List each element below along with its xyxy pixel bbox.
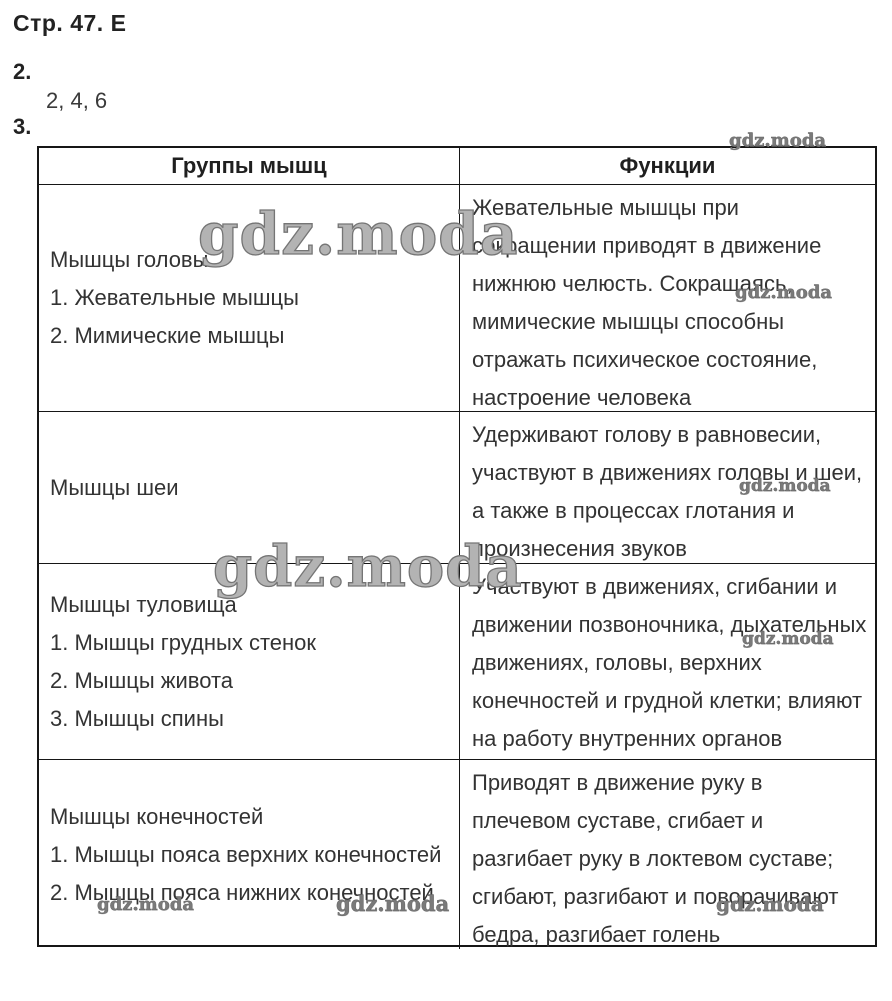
table-row-head-muscles-function: Жевательные мышцы при сокращении приводя… xyxy=(460,185,875,412)
table-header-functions: Функции xyxy=(460,148,875,185)
question-2-answer: 2, 4, 6 xyxy=(46,88,108,113)
group-title: Мышцы головы xyxy=(50,247,209,272)
table-row-trunk-muscles-function: Участвуют в движениях, сгибании и движен… xyxy=(460,564,875,760)
question-2-label: 2. xyxy=(13,59,32,84)
group-title: Мышцы конечностей xyxy=(50,803,264,829)
table-row-limb-muscles-function: Приводят в движение руку в плечевом суст… xyxy=(472,770,839,947)
group-item: 2. Мимические мышцы xyxy=(50,323,285,348)
table-row-neck-muscles-function: Удерживают голову в равновесии, участвую… xyxy=(460,412,875,564)
table-row-trunk-muscles-group: Мышцы туловища 1. Мышцы грудных стенок 2… xyxy=(39,564,460,760)
group-item: 1. Мышцы грудных стенок xyxy=(50,629,317,655)
muscle-groups-table: Группы мышц Функции Мышцы головы 1. Жева… xyxy=(37,146,877,949)
table-header-groups: Группы мышц xyxy=(39,148,460,185)
question-3-label: 3. xyxy=(13,114,32,139)
group-item: 3. Мышцы спины xyxy=(50,705,224,731)
table-row-head-muscles-group: Мышцы головы 1. Жевательные мышцы 2. Мим… xyxy=(39,185,460,412)
table-row-neck-muscles-group: Мышцы шеи xyxy=(39,412,460,564)
group-title: Мышцы туловища xyxy=(50,591,237,617)
page-title: Стр. 47. Е xyxy=(13,10,127,36)
table-row-limb-muscles-group: Мышцы конечностей 1. Мышцы пояса верхних… xyxy=(39,760,460,949)
group-item: 1. Мышцы пояса верхних конечностей xyxy=(50,841,442,867)
group-item: 2. Мышцы живота xyxy=(50,667,234,693)
group-title: Мышцы шеи xyxy=(50,474,179,500)
group-item: 1. Жевательные мышцы xyxy=(50,285,299,310)
group-item: 2. Мышцы пояса нижних конечностей xyxy=(50,879,434,905)
